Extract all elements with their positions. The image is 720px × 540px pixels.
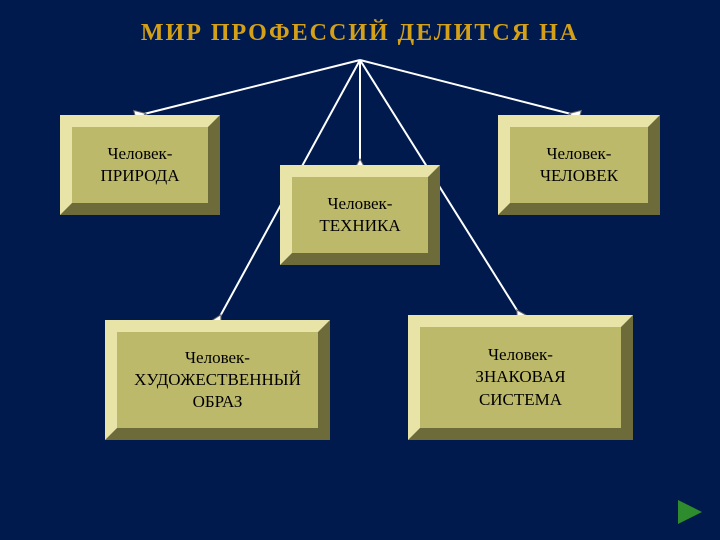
arrow-to-nature [140,60,360,115]
node-label: Человек- ХУДОЖЕСТВЕННЫЙ ОБРАЗ [134,347,301,413]
node-sign: Человек- ЗНАКОВАЯ СИСТЕМА [408,315,633,440]
arrows-layer [0,0,720,540]
node-art: Человек- ХУДОЖЕСТВЕННЫЙ ОБРАЗ [105,320,330,440]
diagram-title: МИР ПРОФЕССИЙ ДЕЛИТСЯ НА [0,20,720,47]
node-human: Человек- ЧЕЛОВЕК [498,115,660,215]
node-label: Человек- ТЕХНИКА [319,193,400,237]
next-slide-button[interactable] [678,500,702,524]
node-label: Человек- ЧЕЛОВЕК [540,143,618,187]
arrow-to-human [360,60,575,115]
node-label: Человек- ЗНАКОВАЯ СИСТЕМА [475,344,565,410]
node-label: Человек- ПРИРОДА [101,143,180,187]
node-technic: Человек- ТЕХНИКА [280,165,440,265]
node-nature: Человек- ПРИРОДА [60,115,220,215]
